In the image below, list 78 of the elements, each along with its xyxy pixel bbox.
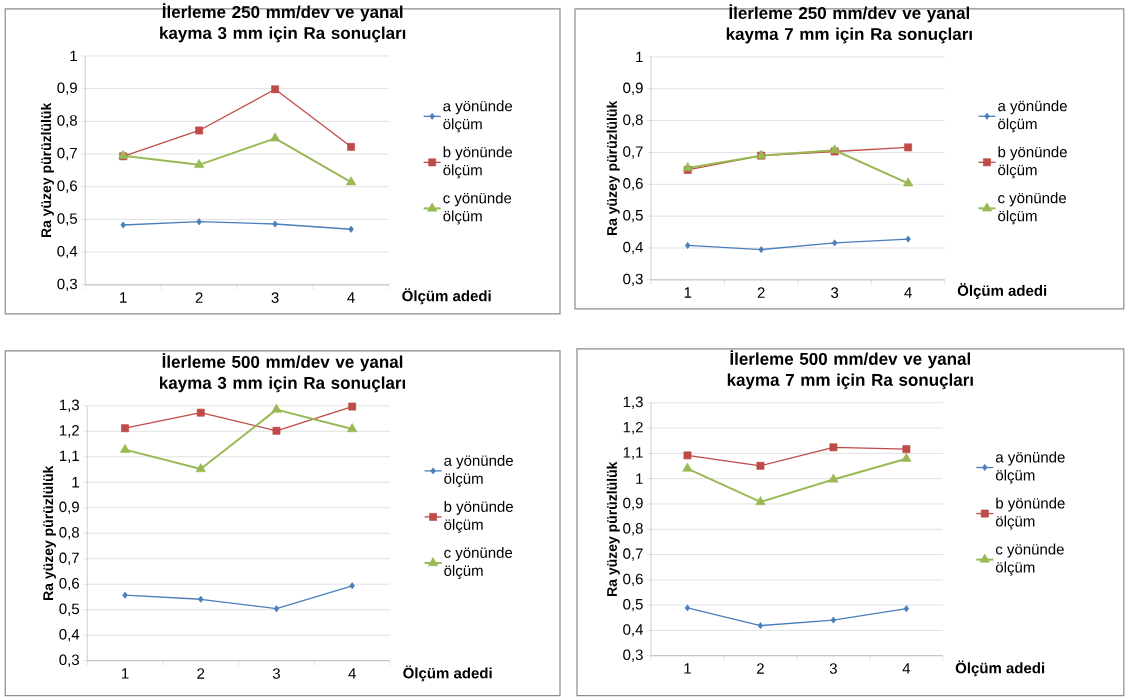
y-tick-label: 0,5 (623, 210, 643, 223)
x-tick-label: 4 (904, 287, 912, 298)
x-tick-label: 4 (347, 292, 355, 303)
y-tick-label: 0,5 (59, 603, 80, 616)
y-tick-label: 0,7 (57, 147, 77, 161)
legend-label: a yönünde ölçüm (444, 454, 513, 487)
y-tick-label: 1,1 (623, 447, 643, 460)
legend-label: a yönünde ölçüm (998, 100, 1067, 133)
legend-label: c yönünde ölçüm (444, 546, 513, 580)
x-tick-label: 2 (757, 663, 764, 674)
y-tick-label: 0,8 (623, 523, 643, 536)
chart-title: İlerleme 500 mm/dev ve yanal kayma 3 mm için Ra sonuçları (160, 353, 406, 393)
y-tick-label: 0,3 (623, 273, 643, 287)
y-tick-label: 0,6 (623, 178, 643, 191)
x-tick-label: 3 (271, 292, 279, 304)
y-tick-label: 0,5 (57, 213, 78, 226)
y-axis-title: Ra yüzey pürüzlülük (606, 461, 620, 597)
y-tick-label: 0,7 (59, 552, 79, 565)
x-tick-label: 1 (122, 668, 129, 679)
y-tick-label: 0,9 (623, 497, 643, 511)
legend-label: c yönünde ölçüm (443, 192, 512, 225)
y-tick-label: 0,5 (623, 598, 643, 612)
y-tick-label: 0,6 (623, 573, 643, 587)
y-tick-label: 0,9 (57, 82, 77, 95)
x-tick-label: 3 (272, 668, 280, 679)
x-tick-label: 3 (831, 287, 839, 299)
y-tick-label: 1 (636, 473, 643, 484)
x-tick-label: 4 (348, 668, 356, 679)
y-tick-label: 1,2 (623, 421, 643, 435)
y-tick-label: 0,8 (623, 114, 643, 127)
legend-label: c yönünde ölçüm (998, 192, 1067, 225)
y-tick-label: 0,3 (59, 654, 79, 667)
y-tick-label: 0,6 (59, 578, 79, 591)
y-tick-label: 0,9 (623, 82, 643, 96)
x-tick-label: 1 (684, 287, 692, 298)
legend-label: b yönünde ölçüm (444, 500, 513, 533)
legend-label: a yönünde ölçüm (443, 100, 513, 133)
x-tick-label: 1 (120, 292, 127, 303)
chart-title: İlerleme 250 mm/dev ve yanal kayma 7 mm için Ra sonuçları (726, 4, 972, 44)
y-axis-title: Ra yüzey pürüzlülük (42, 465, 56, 601)
y-tick-label: 1 (70, 50, 77, 62)
y-tick-label: 1,3 (623, 396, 643, 410)
y-tick-label: 0,6 (57, 180, 77, 193)
x-axis-title: Ölçüm adedi (957, 283, 1047, 299)
y-tick-label: 0,3 (623, 649, 643, 662)
y-axis-title: Ra yüzey pürüzlülük (40, 102, 54, 238)
chart-title: İlerleme 250 mm/dev ve yanal kayma 3 mm için Ra sonuçları (160, 3, 406, 43)
legend-label: b yönünde ölçüm (995, 497, 1065, 530)
y-tick-label: 0,3 (57, 278, 77, 292)
y-tick-label: 1,1 (59, 450, 79, 463)
legend-label: b yönünde ölçüm (443, 146, 513, 179)
y-tick-label: 1,2 (59, 425, 79, 438)
x-tick-label: 1 (684, 663, 691, 674)
legend-label: a yönünde ölçüm (995, 451, 1065, 484)
legend-label: b yönünde ölçüm (998, 146, 1067, 179)
y-tick-label: 1,3 (59, 399, 79, 413)
y-tick-label: 0,9 (59, 501, 79, 514)
y-tick-label: 0,7 (623, 146, 643, 159)
x-tick-label: 2 (757, 287, 765, 298)
y-tick-label: 1 (72, 477, 79, 488)
x-tick-label: 3 (829, 663, 837, 674)
y-tick-label: 0,8 (59, 527, 79, 540)
y-tick-label: 0,4 (623, 624, 644, 637)
x-tick-label: 2 (195, 292, 203, 303)
y-tick-label: 0,4 (59, 629, 80, 642)
y-tick-label: 0,7 (623, 548, 643, 561)
x-axis-title: Ölçüm adedi (955, 660, 1045, 677)
x-axis-title: Ölçüm adedi (402, 288, 491, 305)
chart-title: İlerleme 500 mm/dev ve yanal kayma 7 mm için Ra sonuçları (727, 350, 973, 390)
y-tick-label: 0,4 (57, 245, 78, 259)
x-axis-title: Ölçüm adedi (403, 665, 492, 682)
y-tick-label: 0,4 (623, 241, 644, 255)
y-axis-title: Ra yüzey pürüzlülük (606, 100, 620, 236)
y-tick-label: 0,8 (57, 115, 77, 128)
x-tick-label: 4 (902, 663, 911, 674)
y-tick-label: 1 (636, 51, 643, 63)
x-tick-label: 2 (197, 668, 205, 679)
legend-label: c yönünde ölçüm (995, 543, 1064, 576)
